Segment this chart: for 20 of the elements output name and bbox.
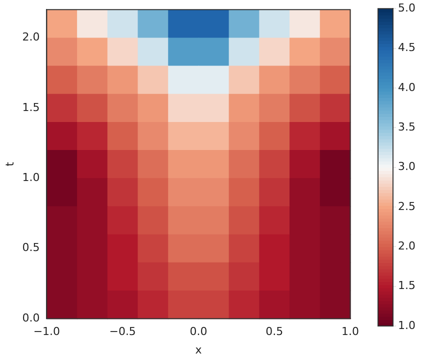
y-axis-title: t: [3, 161, 16, 166]
color-bar-label: 5.0: [398, 1, 416, 14]
y-tick-label: 0.0: [22, 311, 40, 324]
color-bar-label: 2.0: [398, 240, 416, 253]
x-tick-label: 0.5: [266, 325, 284, 338]
color-bar-label: 4.0: [398, 80, 416, 94]
y-tick-label: 1.5: [22, 100, 40, 114]
color-bar-label: 3.5: [398, 120, 416, 134]
x-tick-label: 0.0: [190, 325, 208, 338]
color-bar-label: 4.5: [398, 41, 416, 54]
y-tick-label: 1.0: [22, 171, 40, 184]
x-tick-label: 1.0: [342, 325, 360, 338]
y-tick-label: 2.0: [22, 30, 40, 44]
x-tick-label: −1.0: [33, 325, 60, 338]
color-bar-label: 3.0: [398, 160, 416, 174]
x-tick-label: −0.5: [109, 325, 136, 338]
x-axis-title: x: [195, 343, 202, 356]
color-bar-label: 1.5: [398, 279, 416, 292]
color-bar-label: 2.5: [398, 200, 416, 213]
y-tick-label: 0.5: [22, 241, 40, 254]
